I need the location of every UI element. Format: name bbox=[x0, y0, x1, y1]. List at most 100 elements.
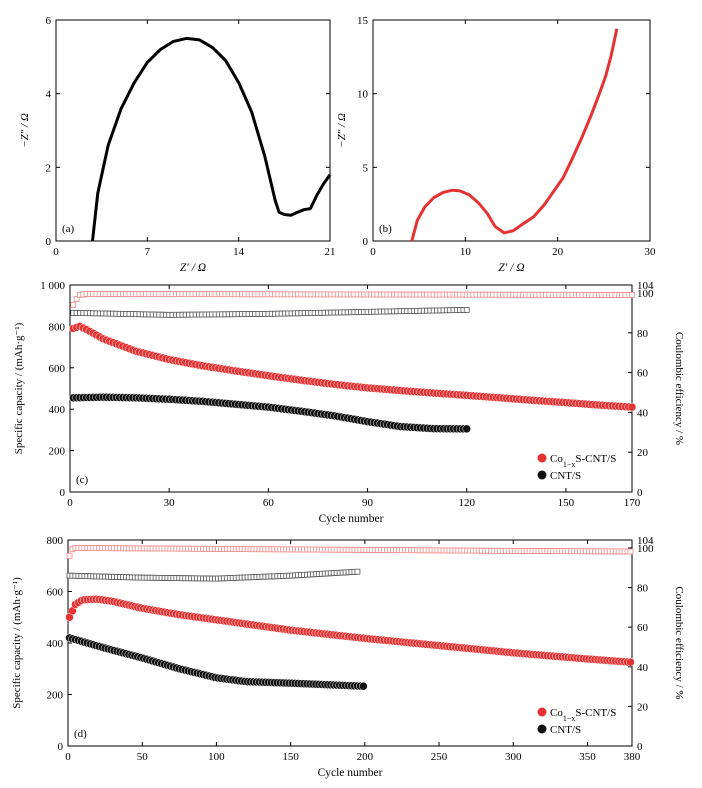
x-tick-label: 120 bbox=[458, 497, 475, 509]
y2-tick-label: 40 bbox=[637, 662, 649, 674]
legend-marker bbox=[537, 724, 547, 734]
y-axis-label: Specific capacity / (mAh·g⁻¹) bbox=[13, 322, 25, 454]
y-axis-label: −Z″ / Ω bbox=[19, 113, 31, 148]
y2-tick-label: 20 bbox=[637, 701, 649, 713]
y-tick-label: 0 bbox=[46, 236, 52, 248]
y-tick-label: 800 bbox=[49, 321, 66, 333]
y-tick-label: 5 bbox=[363, 162, 369, 174]
panel-label: (a) bbox=[62, 223, 75, 235]
efficiency-point bbox=[463, 306, 470, 313]
efficiency-point bbox=[73, 296, 80, 302]
capacity-point bbox=[627, 402, 637, 412]
y2-tick-label: 40 bbox=[637, 407, 649, 419]
y2-tick-label: 60 bbox=[637, 622, 649, 634]
nyquist-curve bbox=[410, 28, 619, 242]
y-tick-label: 200 bbox=[47, 690, 64, 702]
x-tick-label: 0 bbox=[53, 246, 59, 258]
x-axis-label: Z′ / Ω bbox=[180, 262, 206, 274]
y2-tick-label: 104 bbox=[637, 535, 654, 547]
y-tick-label: 0 bbox=[60, 487, 66, 499]
efficiency-point bbox=[70, 302, 77, 308]
panel-label: (d) bbox=[74, 728, 87, 740]
x-axis-label: Cycle number bbox=[318, 767, 383, 779]
x-tick-label: 60 bbox=[263, 497, 275, 509]
y-axis-label: −Z″ / Ω bbox=[336, 113, 348, 148]
legend-label: CNT/S bbox=[550, 724, 581, 736]
y2-tick-label: 100 bbox=[637, 543, 654, 555]
y2-axis-label: Coulombic efficiency / % bbox=[673, 586, 685, 699]
plot-frame bbox=[372, 19, 651, 242]
panel-a: 0 7 14 21 0 2 4 6 Z′ / Ω −Z″ / Ω (a) bbox=[19, 15, 336, 274]
y2-tick-label: 60 bbox=[637, 368, 649, 380]
y2-tick-label: 100 bbox=[637, 288, 654, 300]
x-tick-label: 150 bbox=[282, 751, 299, 763]
legend-marker bbox=[537, 707, 547, 717]
x-tick-label: 380 bbox=[624, 751, 641, 763]
y-tick-label: 4 bbox=[46, 89, 52, 101]
x-tick-label: 100 bbox=[208, 751, 225, 763]
x-tick-label: 14 bbox=[233, 246, 245, 258]
panel-label: (c) bbox=[76, 474, 89, 486]
y-tick-label: 200 bbox=[49, 446, 66, 458]
y2-tick-label: 80 bbox=[637, 328, 649, 340]
legend-label: Co1−xS-CNT/S bbox=[550, 453, 616, 469]
x-axis-label: Z′ / Ω bbox=[498, 262, 524, 274]
x-tick-label: 0 bbox=[370, 246, 376, 258]
x-tick-label: 30 bbox=[164, 497, 176, 509]
nyquist-curve bbox=[91, 36, 332, 242]
y-tick-label: 800 bbox=[47, 535, 64, 547]
y2-tick-label: 20 bbox=[637, 447, 649, 459]
y2-tick-label: 0 bbox=[637, 741, 643, 753]
capacity-point bbox=[359, 681, 368, 691]
y2-tick-label: 104 bbox=[637, 280, 654, 292]
legend-marker bbox=[537, 470, 547, 480]
plot-frame bbox=[69, 284, 633, 493]
y-tick-label: 400 bbox=[47, 638, 64, 650]
efficiency-point bbox=[354, 568, 361, 575]
y-tick-label: 0 bbox=[58, 741, 64, 753]
y-tick-label: 15 bbox=[357, 15, 369, 27]
y-axis-label: Specific capacity / (mAh·g⁻¹) bbox=[11, 577, 23, 709]
x-tick-label: 20 bbox=[552, 246, 564, 258]
panel-label: (b) bbox=[379, 223, 392, 235]
y-tick-label: 400 bbox=[49, 404, 66, 416]
x-axis-label: Cycle number bbox=[319, 513, 384, 525]
y-tick-label: 600 bbox=[49, 363, 66, 375]
y-tick-label: 600 bbox=[47, 587, 64, 599]
x-tick-label: 0 bbox=[65, 751, 71, 763]
capacity-point bbox=[462, 424, 471, 434]
x-tick-label: 250 bbox=[431, 751, 448, 763]
x-tick-label: 30 bbox=[645, 246, 657, 258]
legend-marker bbox=[537, 453, 547, 463]
panel-b: 0 10 20 30 0 5 10 15 Z′ / Ω −Z″ / Ω (b) bbox=[336, 15, 656, 274]
capacity-point bbox=[626, 657, 635, 667]
y2-tick-label: 0 bbox=[637, 487, 643, 499]
x-tick-label: 10 bbox=[460, 246, 472, 258]
legend-label: CNT/S bbox=[550, 470, 581, 482]
x-tick-label: 300 bbox=[505, 751, 522, 763]
x-tick-label: 21 bbox=[325, 246, 336, 258]
plot-frame bbox=[55, 19, 331, 242]
y-tick-label: 0 bbox=[363, 236, 369, 248]
x-tick-label: 150 bbox=[558, 497, 575, 509]
x-tick-label: 7 bbox=[145, 246, 151, 258]
x-tick-label: 90 bbox=[362, 497, 374, 509]
legend-label: Co1−xS-CNT/S bbox=[550, 707, 616, 723]
efficiency-point bbox=[629, 292, 635, 298]
x-tick-label: 350 bbox=[579, 751, 596, 763]
y2-tick-label: 80 bbox=[637, 583, 649, 595]
y-tick-label: 10 bbox=[357, 89, 369, 101]
y2-axis-label: Coulombic efficiency / % bbox=[673, 332, 685, 445]
x-tick-label: 200 bbox=[357, 751, 374, 763]
efficiency-point bbox=[66, 552, 73, 559]
x-tick-label: 170 bbox=[624, 497, 641, 509]
y-tick-label: 2 bbox=[46, 162, 52, 174]
y-tick-label: 6 bbox=[46, 15, 52, 27]
x-tick-label: 0 bbox=[67, 497, 73, 509]
efficiency-point bbox=[627, 548, 634, 555]
panel-d: 0 50 100 150 200 250 300 350 3800200400600800Cyc… bbox=[11, 535, 685, 779]
x-tick-label: 50 bbox=[137, 751, 149, 763]
y-tick-label: 1 000 bbox=[40, 280, 65, 292]
